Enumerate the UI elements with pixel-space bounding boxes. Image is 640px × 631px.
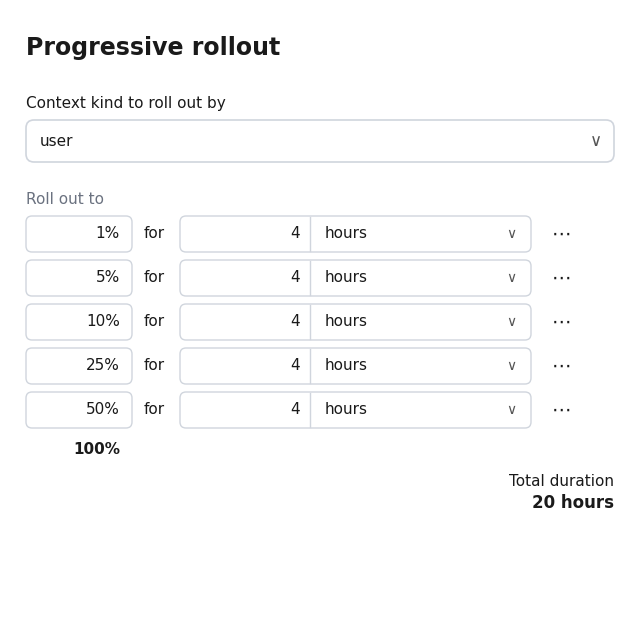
Text: ⋯: ⋯ (552, 312, 572, 331)
Text: 4: 4 (291, 314, 300, 329)
FancyBboxPatch shape (26, 216, 132, 252)
Text: for: for (144, 314, 165, 329)
Text: Context kind to roll out by: Context kind to roll out by (26, 96, 226, 111)
Text: Roll out to: Roll out to (26, 192, 104, 207)
Text: 4: 4 (291, 271, 300, 285)
FancyBboxPatch shape (26, 348, 132, 384)
Text: hours: hours (325, 403, 368, 418)
Text: ⋯: ⋯ (552, 401, 572, 420)
FancyBboxPatch shape (26, 304, 132, 340)
Text: hours: hours (325, 314, 368, 329)
Text: ∨: ∨ (590, 132, 602, 150)
Text: ∨: ∨ (506, 403, 516, 417)
Text: for: for (144, 403, 165, 418)
Text: 1%: 1% (96, 227, 120, 242)
Text: Total duration: Total duration (509, 474, 614, 489)
Text: hours: hours (325, 271, 368, 285)
Text: ⋯: ⋯ (552, 269, 572, 288)
Text: ∨: ∨ (506, 271, 516, 285)
FancyBboxPatch shape (180, 216, 531, 252)
Text: hours: hours (325, 227, 368, 242)
Text: 20 hours: 20 hours (532, 494, 614, 512)
Text: ⋯: ⋯ (552, 225, 572, 244)
Text: for: for (144, 358, 165, 374)
Text: 4: 4 (291, 227, 300, 242)
Text: ∨: ∨ (506, 315, 516, 329)
Text: 50%: 50% (86, 403, 120, 418)
Text: Progressive rollout: Progressive rollout (26, 36, 280, 60)
Text: ∨: ∨ (506, 359, 516, 373)
Text: for: for (144, 271, 165, 285)
FancyBboxPatch shape (26, 260, 132, 296)
Text: 25%: 25% (86, 358, 120, 374)
Text: 4: 4 (291, 403, 300, 418)
Text: for: for (144, 227, 165, 242)
FancyBboxPatch shape (180, 348, 531, 384)
Text: ⋯: ⋯ (552, 357, 572, 375)
Text: 100%: 100% (73, 442, 120, 457)
FancyBboxPatch shape (26, 120, 614, 162)
Text: user: user (40, 134, 74, 148)
FancyBboxPatch shape (180, 260, 531, 296)
Text: 10%: 10% (86, 314, 120, 329)
FancyBboxPatch shape (180, 392, 531, 428)
Text: ∨: ∨ (506, 227, 516, 241)
FancyBboxPatch shape (180, 304, 531, 340)
FancyBboxPatch shape (26, 392, 132, 428)
Text: 4: 4 (291, 358, 300, 374)
Text: hours: hours (325, 358, 368, 374)
Text: 5%: 5% (96, 271, 120, 285)
